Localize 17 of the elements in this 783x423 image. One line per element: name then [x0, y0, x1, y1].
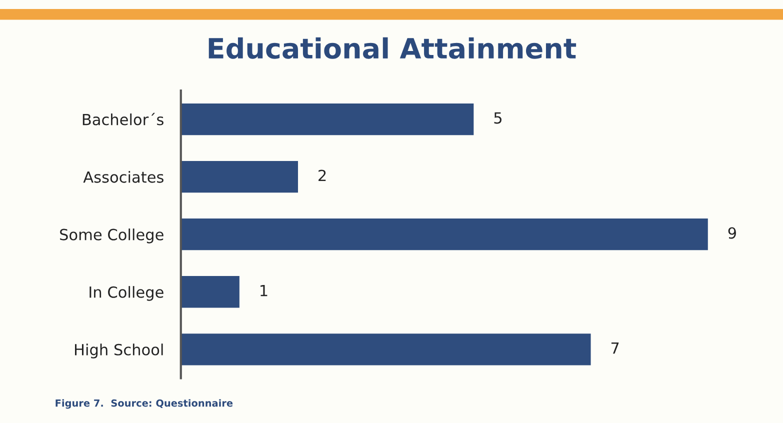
- y-tick-label: Associates: [83, 171, 164, 183]
- y-tick-label: In College: [90, 286, 164, 301]
- chart-title: Educational Attainment: [208, 37, 576, 59]
- data-label: 7: [611, 342, 619, 354]
- y-tick-label: Some College: [60, 228, 164, 244]
- y-tick-label: Bachelor´s: [82, 112, 164, 126]
- bar: [180, 160, 298, 193]
- data-label: 9: [728, 227, 736, 239]
- y-tick-label: High School: [75, 344, 163, 358]
- bar: [180, 334, 591, 366]
- bar: [180, 218, 708, 250]
- data-label: 5: [494, 112, 502, 124]
- data-label: 2: [318, 170, 326, 182]
- data-label: 1: [260, 284, 268, 296]
- caption: Figure 7. Source: Questionnaire: [56, 399, 233, 409]
- bar: [180, 103, 474, 136]
- bar: [180, 276, 240, 308]
